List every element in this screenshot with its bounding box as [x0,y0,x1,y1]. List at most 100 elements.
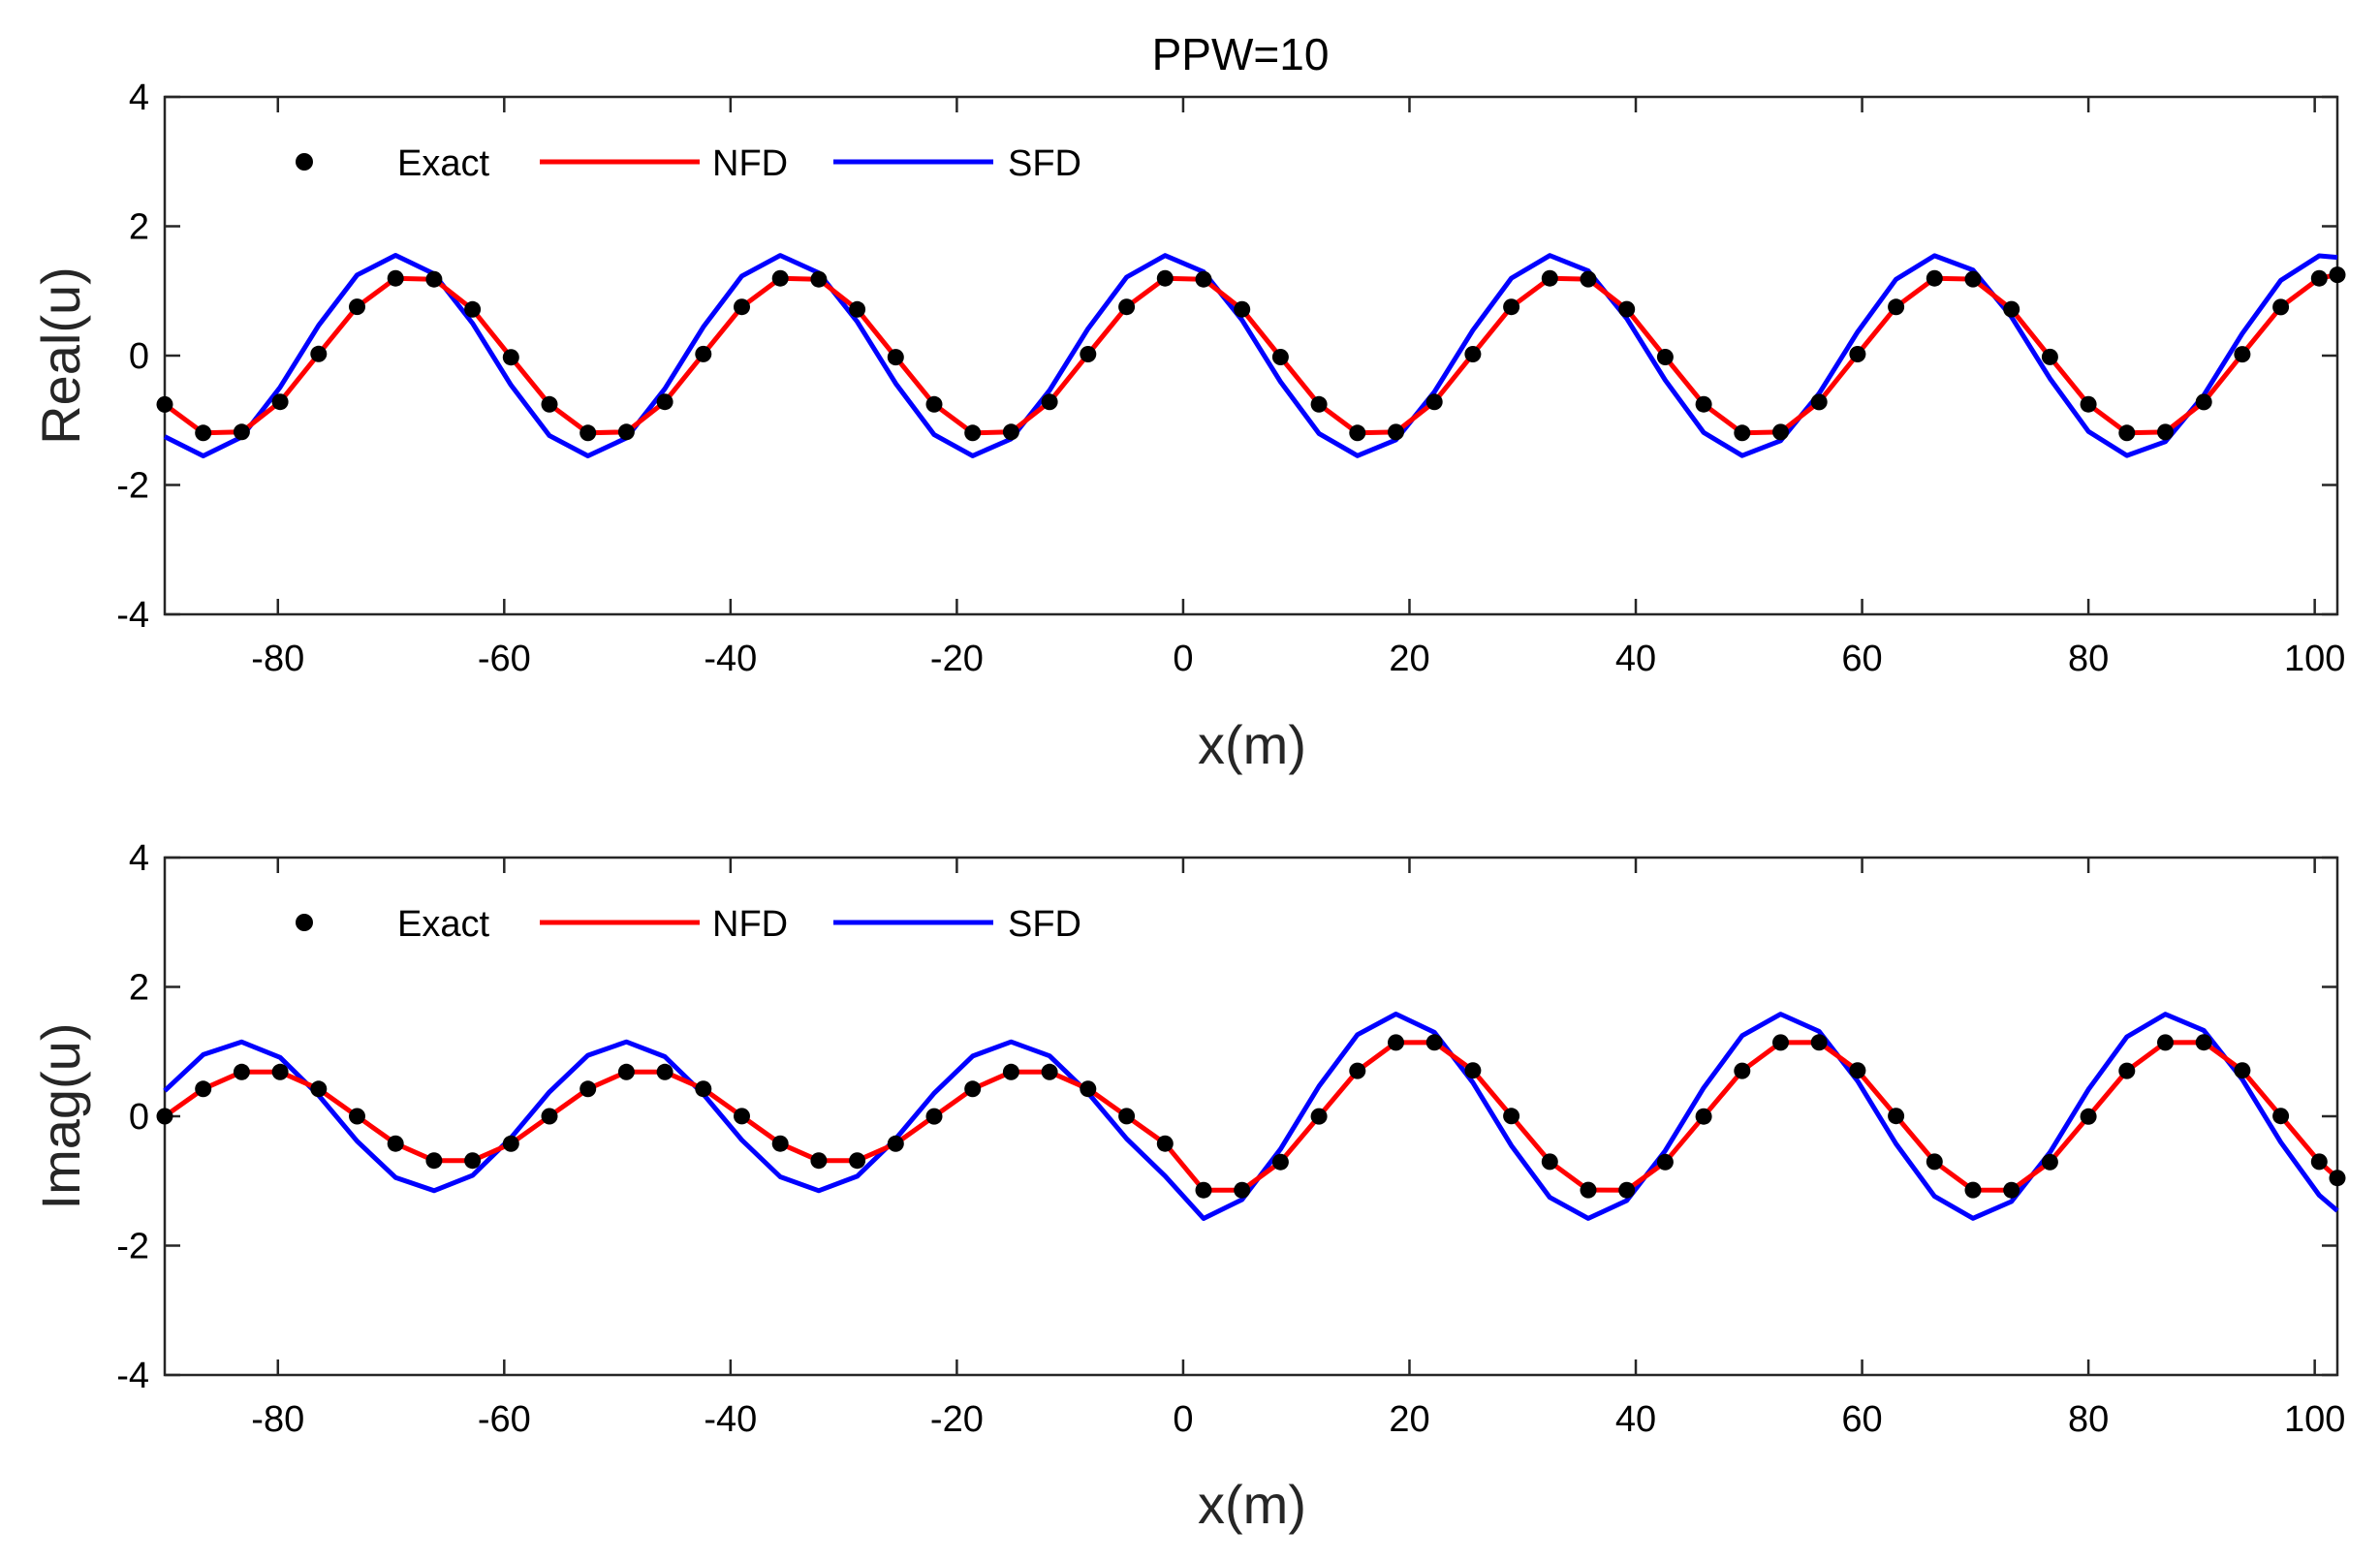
exact-point [695,1080,712,1098]
x-tick-label: 20 [1389,639,1429,679]
exact-point [925,1108,943,1125]
legend-exact-label: Exact [397,143,489,184]
series-nfd [163,272,2338,436]
figure-title: PPW=10 [1152,29,1330,79]
x-tick-label: -20 [930,1399,984,1440]
exact-point [1002,423,1019,441]
exact-point [1810,393,1828,411]
exact-point [849,1152,866,1170]
exact-point [1849,1062,1866,1079]
exact-point [502,349,519,366]
x-axis-label: x(m) [1198,714,1306,775]
exact-point [1156,269,1174,287]
exact-point [1118,1108,1136,1125]
exact-point [964,1080,982,1098]
sfd-line [163,253,2338,458]
exact-point [2310,1153,2328,1171]
y-axis-label: Real(u) [30,266,91,445]
exact-point [771,269,789,287]
exact-point [579,1080,597,1098]
exact-point [1656,349,1674,365]
exact-point [1618,1181,1636,1199]
exact-point [656,393,673,411]
exact-point [1310,395,1328,413]
exact-point [349,1108,365,1125]
x-tick-label: 0 [1173,1399,1193,1440]
legend-sfd-label: SFD [1008,143,1081,184]
y-tick-label: 4 [129,838,149,879]
exact-point [1310,1108,1328,1125]
exact-point [1349,424,1366,442]
exact-point [502,1135,519,1152]
x-tick-label: 0 [1173,639,1193,679]
exact-point [1656,1153,1674,1171]
exact-point [1503,298,1520,316]
series-nfd [163,1040,2339,1193]
exact-point [734,1108,750,1125]
exact-point [2195,393,2212,411]
x-tick-label: 100 [2284,639,2345,679]
exact-point [195,424,212,442]
exact-point [2118,424,2136,442]
exact-point [1464,346,1482,362]
nfd-line [163,1040,2339,1193]
exact-point [1080,1080,1097,1098]
exact-point [1772,423,1789,441]
exact-point [2234,1062,2251,1079]
exact-point [310,1080,328,1098]
legend-exact-label: Exact [397,904,489,945]
exact-point [1849,346,1866,362]
exact-point [1234,1181,1251,1199]
x-tick-label: 40 [1615,1399,1656,1440]
exact-point [349,298,365,316]
x-tick-label: 80 [2068,1399,2109,1440]
exact-point [1964,270,1982,288]
exact-point [2041,348,2058,365]
exact-point [541,1108,558,1125]
exact-point [271,1063,289,1080]
exact-point [2080,395,2097,413]
exact-point [1888,1108,1905,1125]
x-tick-label: -60 [478,1399,531,1440]
exact-point [2003,300,2020,318]
exact-point [2329,1170,2346,1187]
exact-point [1926,269,1943,287]
exact-point [156,395,173,413]
exact-point [387,269,404,287]
exact-point [810,270,828,288]
x-tick-label: 60 [1841,1399,1882,1440]
exact-point [464,1152,482,1170]
exact-point [425,270,443,288]
exact-point [1695,395,1712,413]
exact-point [849,300,866,318]
y-tick-label: -2 [116,1227,149,1267]
exact-point [771,1135,789,1152]
legend-sfd-label: SFD [1008,904,1081,945]
legend-nfd-label: NFD [712,904,788,945]
exact-point [925,395,943,413]
exact-point [1234,300,1251,318]
exact-point [1541,1153,1558,1171]
exact-point [1271,349,1289,365]
y-axis-label: Imag(u) [30,1023,91,1210]
plot-area-frame [163,856,2339,1377]
exact-point [2003,1181,2020,1199]
exact-point [1271,1153,1289,1171]
exact-point [1041,1063,1058,1080]
series-exact [156,1034,2346,1199]
exact-point [1041,393,1058,411]
exact-point [1002,1063,1019,1080]
exact-point [1772,1034,1789,1051]
exact-point [695,345,712,362]
exact-point [2195,1034,2212,1051]
exact-point [310,345,328,362]
x-axis-ticks: -80 -60 -40 -20 0 20 40 60 80 100 [251,97,2345,679]
x-axis-ticks: -80 -60 -40 -20 0 20 40 60 80 100 [251,858,2345,1440]
exact-point [2157,423,2174,441]
x-tick-label: 40 [1615,639,1656,679]
exact-point [1810,1034,1828,1051]
exact-point [1926,1153,1943,1171]
exact-point [1388,423,1404,441]
exact-point [1580,1181,1597,1199]
